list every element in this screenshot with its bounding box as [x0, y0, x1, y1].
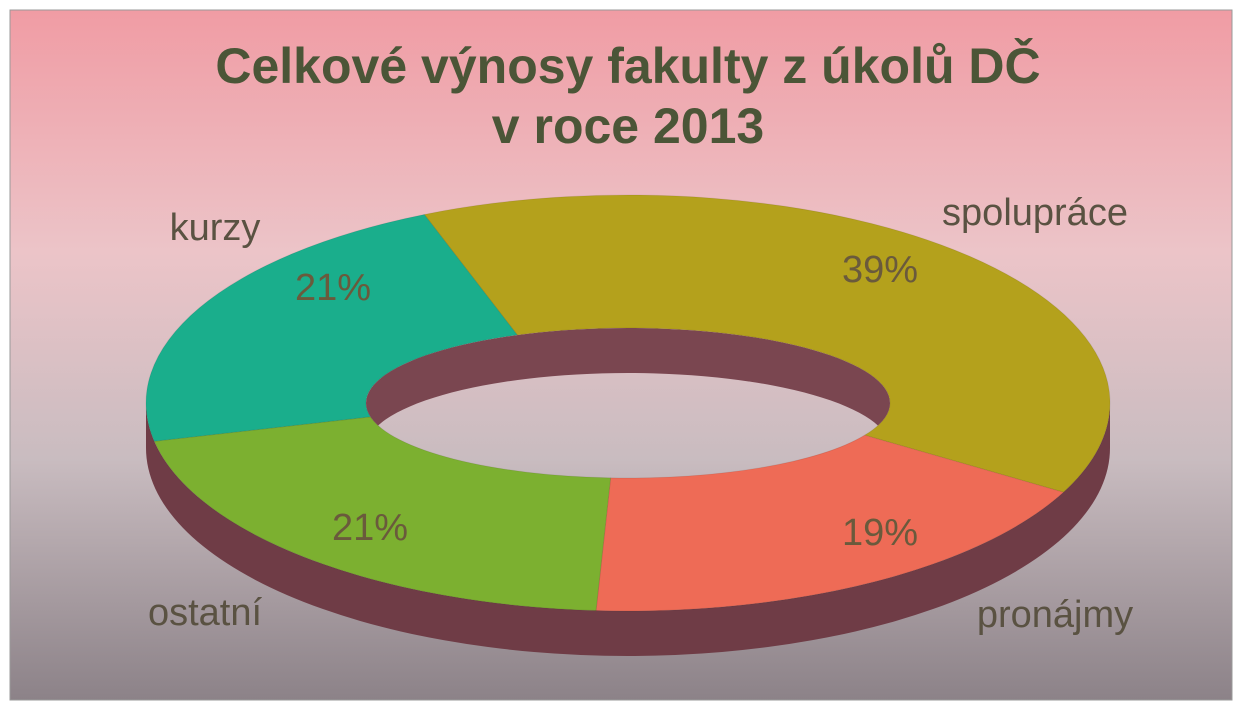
side-wall	[146, 403, 1110, 656]
value-label: 21%	[332, 507, 408, 549]
chart-title: v roce 2013	[492, 98, 764, 154]
category-label: ostatní	[148, 592, 263, 634]
category-label: pronájmy	[977, 594, 1133, 636]
category-label: kurzy	[170, 207, 261, 249]
value-label: 39%	[842, 249, 918, 291]
donut-segment	[595, 434, 1065, 612]
value-label: 21%	[295, 267, 371, 309]
chart-title: Celkové výnosy fakulty z úkolů DČ	[215, 37, 1040, 94]
category-label: spolupráce	[942, 192, 1128, 234]
inner-wall	[366, 328, 890, 448]
hole	[366, 328, 890, 448]
donut-segment	[153, 416, 612, 612]
value-label: 19%	[842, 512, 918, 554]
donut: 39% spolupráce 19% pronájmy 21% ostatní 21% kur…	[145, 192, 1133, 656]
